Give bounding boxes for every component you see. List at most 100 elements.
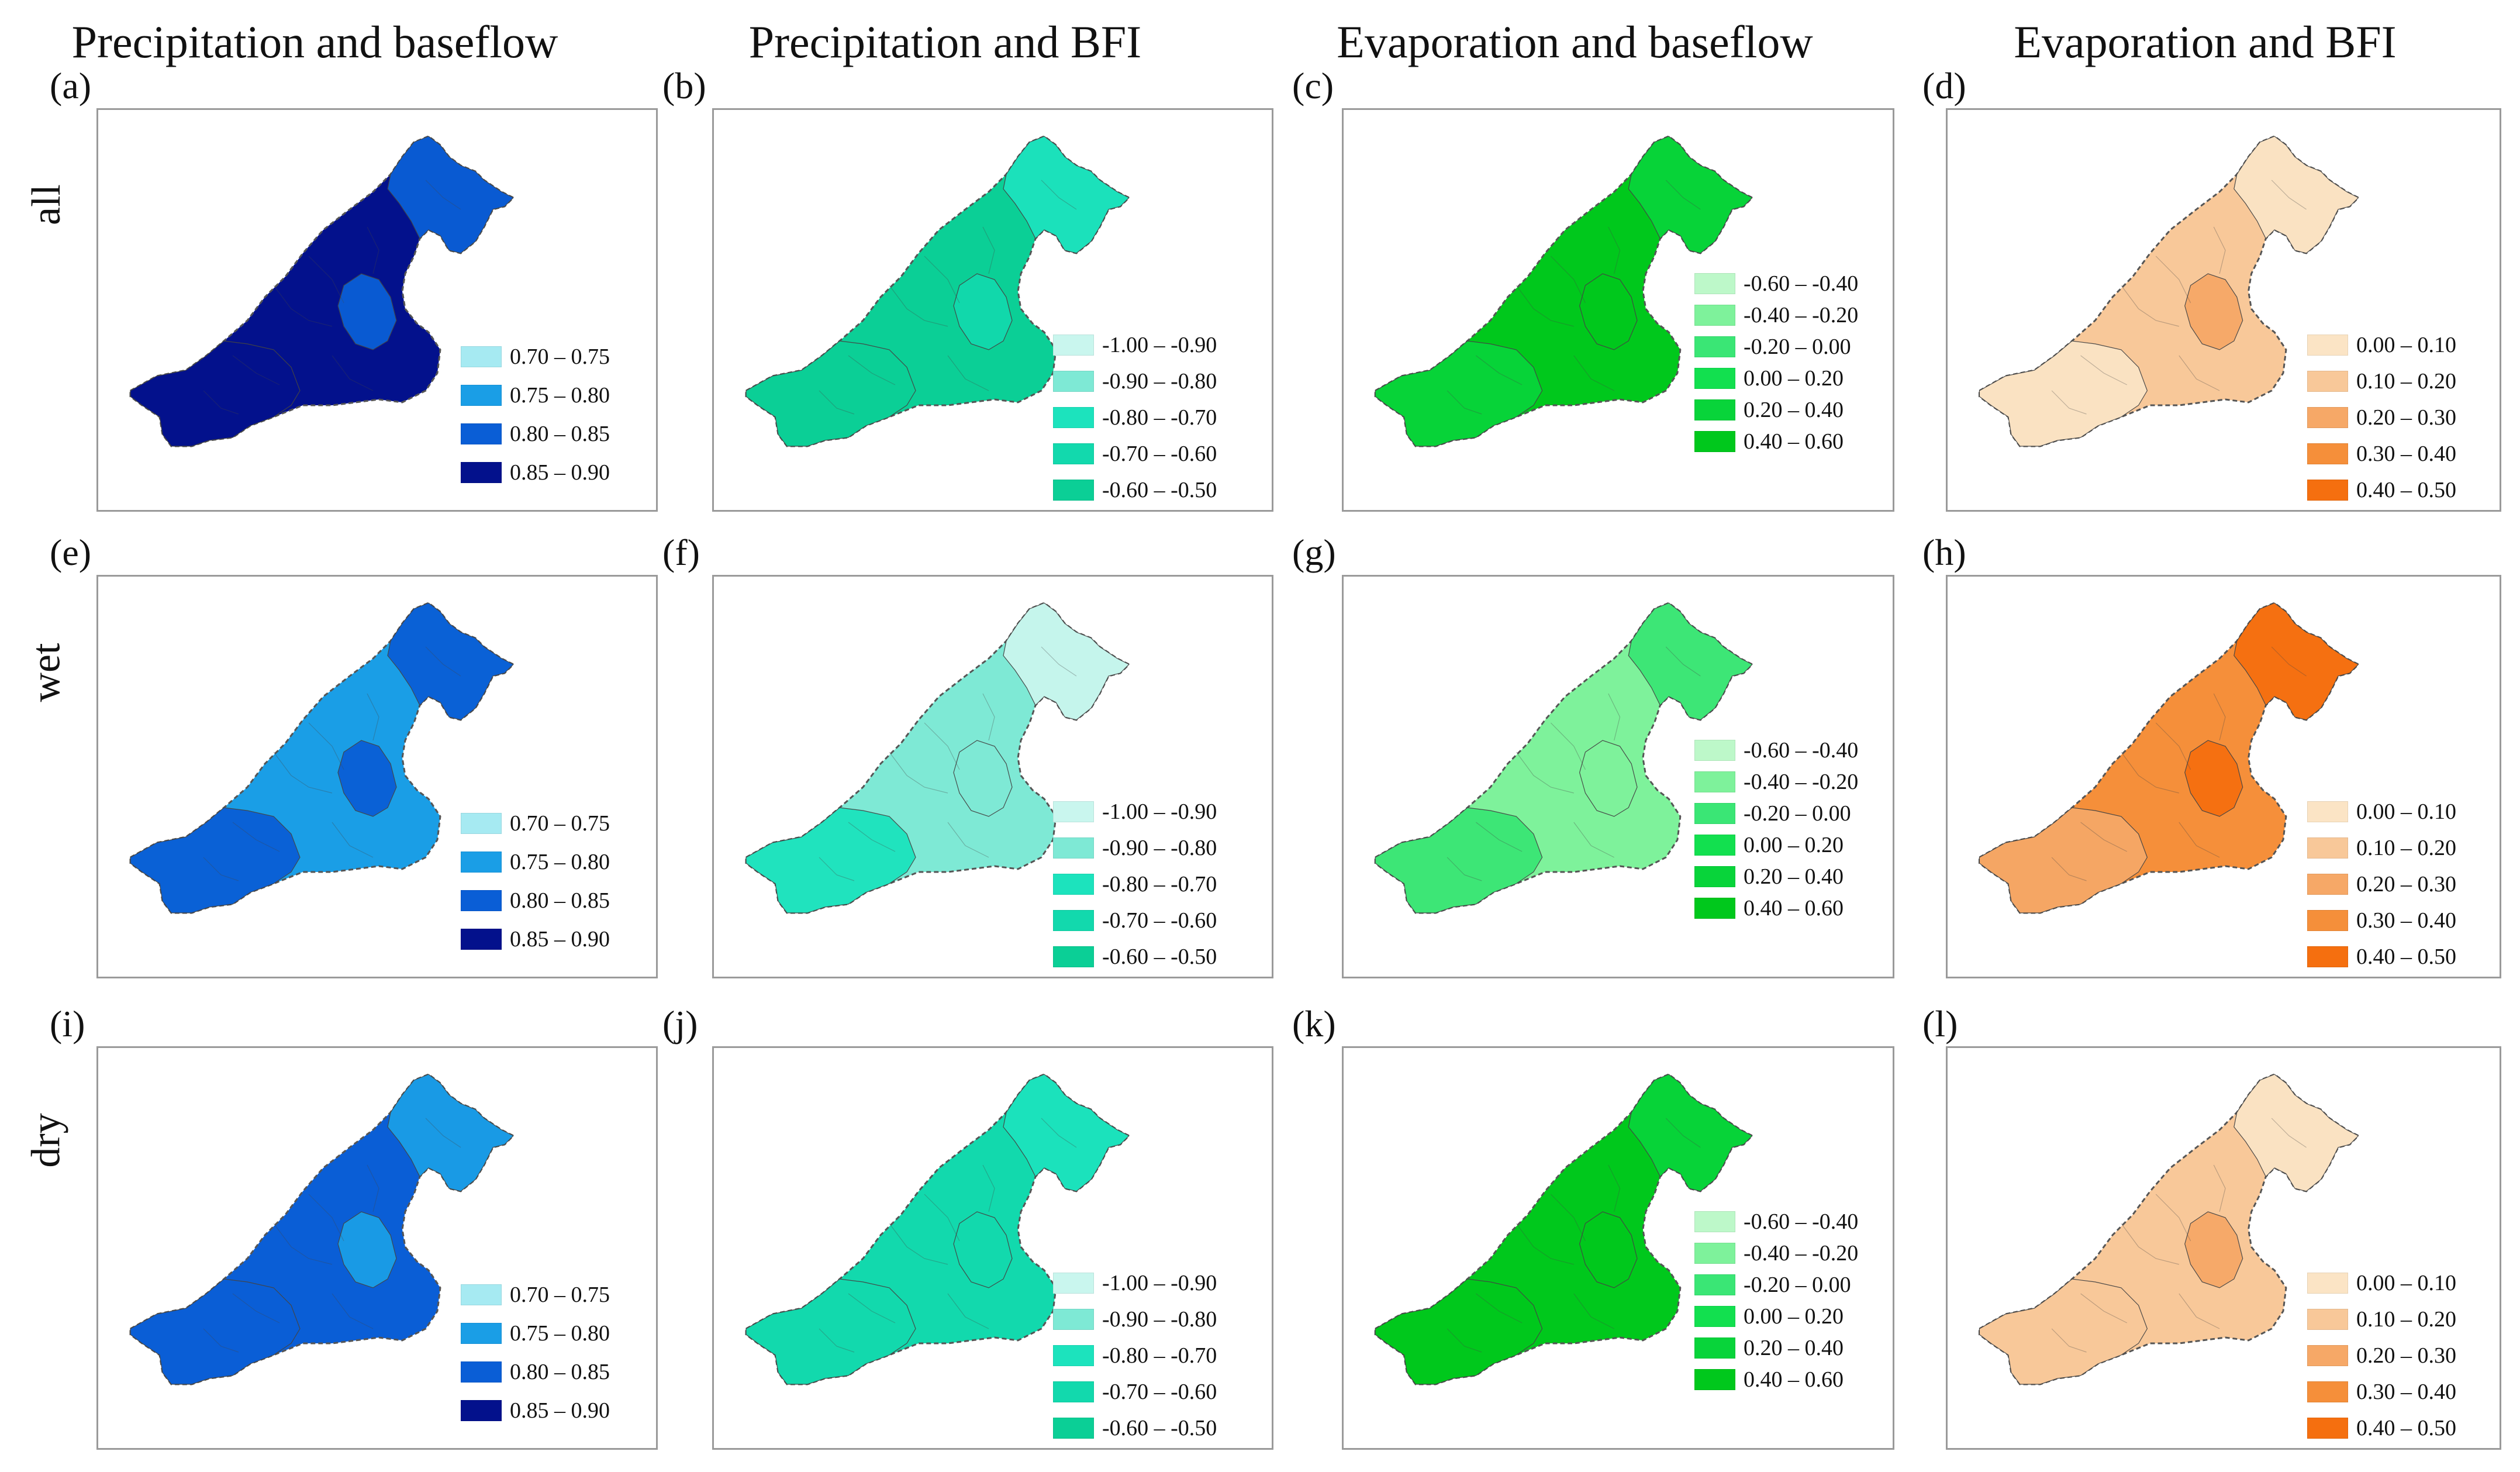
subbasin-boundary bbox=[1476, 1293, 1523, 1323]
legend-swatch bbox=[461, 1284, 502, 1305]
subbasin-boundary bbox=[1516, 1223, 1574, 1265]
legend-swatch bbox=[2307, 1381, 2348, 1402]
panel-letter: (i) bbox=[50, 1003, 85, 1044]
legend-label: 0.85 – 0.90 bbox=[510, 460, 610, 485]
basin-map bbox=[1978, 135, 2360, 447]
legend-label: 0.70 – 0.75 bbox=[510, 811, 610, 836]
legend-item: 0.70 – 0.75 bbox=[461, 1282, 610, 1308]
panel-letter: (g) bbox=[1292, 532, 1336, 573]
legend-label: -0.70 – -0.60 bbox=[1102, 1380, 1217, 1404]
legend-item: 0.10 – 0.20 bbox=[2307, 835, 2456, 861]
legend-label: -0.60 – -0.40 bbox=[1744, 1209, 1859, 1234]
legend-item: 0.40 – 0.50 bbox=[2307, 944, 2456, 970]
legend-swatch bbox=[1694, 273, 1735, 294]
legend-swatch bbox=[1053, 1309, 1094, 1330]
subbasin-zone-center bbox=[2184, 740, 2243, 817]
subbasin-boundary bbox=[232, 1293, 280, 1323]
subbasin-zone-ne bbox=[1003, 1074, 1130, 1192]
legend-swatch bbox=[2307, 946, 2348, 967]
legend-item: 0.75 – 0.80 bbox=[461, 849, 610, 875]
subbasin-zone-ne bbox=[2234, 136, 2359, 254]
row-label-all: all bbox=[12, 140, 82, 269]
legend-label: -0.80 – -0.70 bbox=[1102, 405, 1217, 430]
subbasin-boundary bbox=[308, 256, 344, 304]
legend-swatch bbox=[1694, 771, 1735, 792]
legend-swatch bbox=[1053, 837, 1094, 859]
subbasin-boundary bbox=[308, 722, 344, 770]
subbasin-zone-south bbox=[130, 340, 301, 447]
legend-swatch bbox=[461, 385, 502, 406]
subbasin-boundary bbox=[2080, 822, 2128, 852]
legend-label: -0.80 – -0.70 bbox=[1102, 1343, 1217, 1368]
basin-map bbox=[129, 135, 515, 447]
subbasin-boundary bbox=[2179, 355, 2220, 391]
legend-swatch bbox=[2307, 874, 2348, 895]
legend-label: 0.10 – 0.20 bbox=[2356, 836, 2456, 860]
subbasin-zone-ne bbox=[2234, 1074, 2359, 1192]
map-panel: 0.00 – 0.10 0.10 – 0.20 0.20 – 0.30 0.30 – … bbox=[1946, 108, 2501, 512]
panel-letter: (b) bbox=[662, 65, 706, 106]
column-title: Evaporation and baseflow bbox=[1337, 16, 1813, 67]
subbasin-zone-south bbox=[1375, 340, 1543, 447]
legend-item: -0.60 – -0.40 bbox=[1694, 737, 1858, 763]
legend-label: -0.40 – -0.20 bbox=[1744, 303, 1859, 328]
subbasin-boundary bbox=[308, 1194, 344, 1242]
map-panel: -1.00 – -0.90 -0.90 – -0.80 -0.80 – -0.70 -… bbox=[712, 575, 1273, 978]
subbasin-zone-center bbox=[953, 1211, 1013, 1288]
legend-label: -1.00 – -0.90 bbox=[1102, 799, 1217, 824]
legend-swatch bbox=[1694, 835, 1735, 856]
subbasin-boundary bbox=[2213, 226, 2226, 274]
legend-label: 0.20 – 0.30 bbox=[2356, 872, 2456, 897]
panel-letter: (e) bbox=[50, 532, 92, 573]
legend-item: 0.30 – 0.40 bbox=[2307, 908, 2456, 933]
legend-label: 0.30 – 0.40 bbox=[2356, 442, 2456, 466]
subbasin-boundary bbox=[982, 1164, 995, 1212]
legend-item: 0.30 – 0.40 bbox=[2307, 1379, 2456, 1405]
legend-label: 0.20 – 0.30 bbox=[2356, 405, 2456, 430]
legend-item: -0.70 – -0.60 bbox=[1053, 441, 1217, 467]
legend-label: 0.70 – 0.75 bbox=[510, 344, 610, 369]
legend-label: 0.00 – 0.10 bbox=[2356, 333, 2456, 357]
legend-swatch bbox=[2307, 443, 2348, 464]
legend-item: 0.40 – 0.50 bbox=[2307, 477, 2456, 503]
legend-label: 0.75 – 0.80 bbox=[510, 383, 610, 408]
subbasin-zone-center bbox=[1579, 1211, 1638, 1288]
subbasin-boundary bbox=[332, 822, 374, 858]
legend-label: 0.20 – 0.40 bbox=[1744, 398, 1844, 422]
legend-swatch bbox=[2307, 801, 2348, 822]
subbasin-boundary bbox=[2271, 180, 2307, 210]
subbasin-boundary bbox=[1573, 355, 1614, 391]
legend-item: -0.70 – -0.60 bbox=[1053, 1379, 1217, 1405]
map-panel: 0.00 – 0.10 0.10 – 0.20 0.20 – 0.30 0.30 – … bbox=[1946, 575, 2501, 978]
legend-swatch bbox=[1053, 335, 1094, 356]
legend-item: 0.40 – 0.50 bbox=[2307, 1415, 2456, 1441]
subbasin-boundary bbox=[1516, 751, 1574, 794]
subbasin-zone-center bbox=[953, 740, 1013, 817]
subbasin-boundary bbox=[425, 1118, 461, 1148]
legend-item: 0.75 – 0.80 bbox=[461, 382, 610, 408]
legend-swatch bbox=[1053, 946, 1094, 967]
map-panel: 0.70 – 0.75 0.75 – 0.80 0.80 – 0.85 0.85 – … bbox=[96, 1046, 658, 1450]
legend-label: -0.40 – -0.20 bbox=[1744, 1241, 1859, 1266]
subbasin-boundary bbox=[947, 1293, 989, 1329]
legend-item: 0.20 – 0.30 bbox=[2307, 405, 2456, 430]
legend-item: 0.00 – 0.20 bbox=[1694, 832, 1844, 858]
legend-item: 0.00 – 0.20 bbox=[1694, 1304, 1844, 1329]
subbasin-zone-center bbox=[337, 740, 397, 817]
legend-item: 0.20 – 0.40 bbox=[1694, 864, 1844, 890]
legend-label: 0.75 – 0.80 bbox=[510, 1321, 610, 1346]
legend-label: -0.60 – -0.50 bbox=[1102, 944, 1217, 969]
subbasin-boundary bbox=[1447, 857, 1482, 881]
legend-swatch bbox=[1694, 898, 1735, 919]
legend-label: 0.75 – 0.80 bbox=[510, 850, 610, 874]
legend-item: -0.70 – -0.60 bbox=[1053, 908, 1217, 933]
legend-swatch bbox=[461, 462, 502, 483]
legend-item: 0.00 – 0.10 bbox=[2307, 332, 2456, 358]
subbasin-boundary bbox=[1608, 693, 1621, 741]
subbasin-boundary bbox=[1665, 180, 1701, 210]
legend-swatch bbox=[2307, 837, 2348, 859]
subbasin-boundary bbox=[924, 256, 960, 304]
legend-swatch bbox=[1053, 1273, 1094, 1294]
subbasin-boundary bbox=[1550, 256, 1586, 304]
legend-swatch bbox=[2307, 910, 2348, 931]
